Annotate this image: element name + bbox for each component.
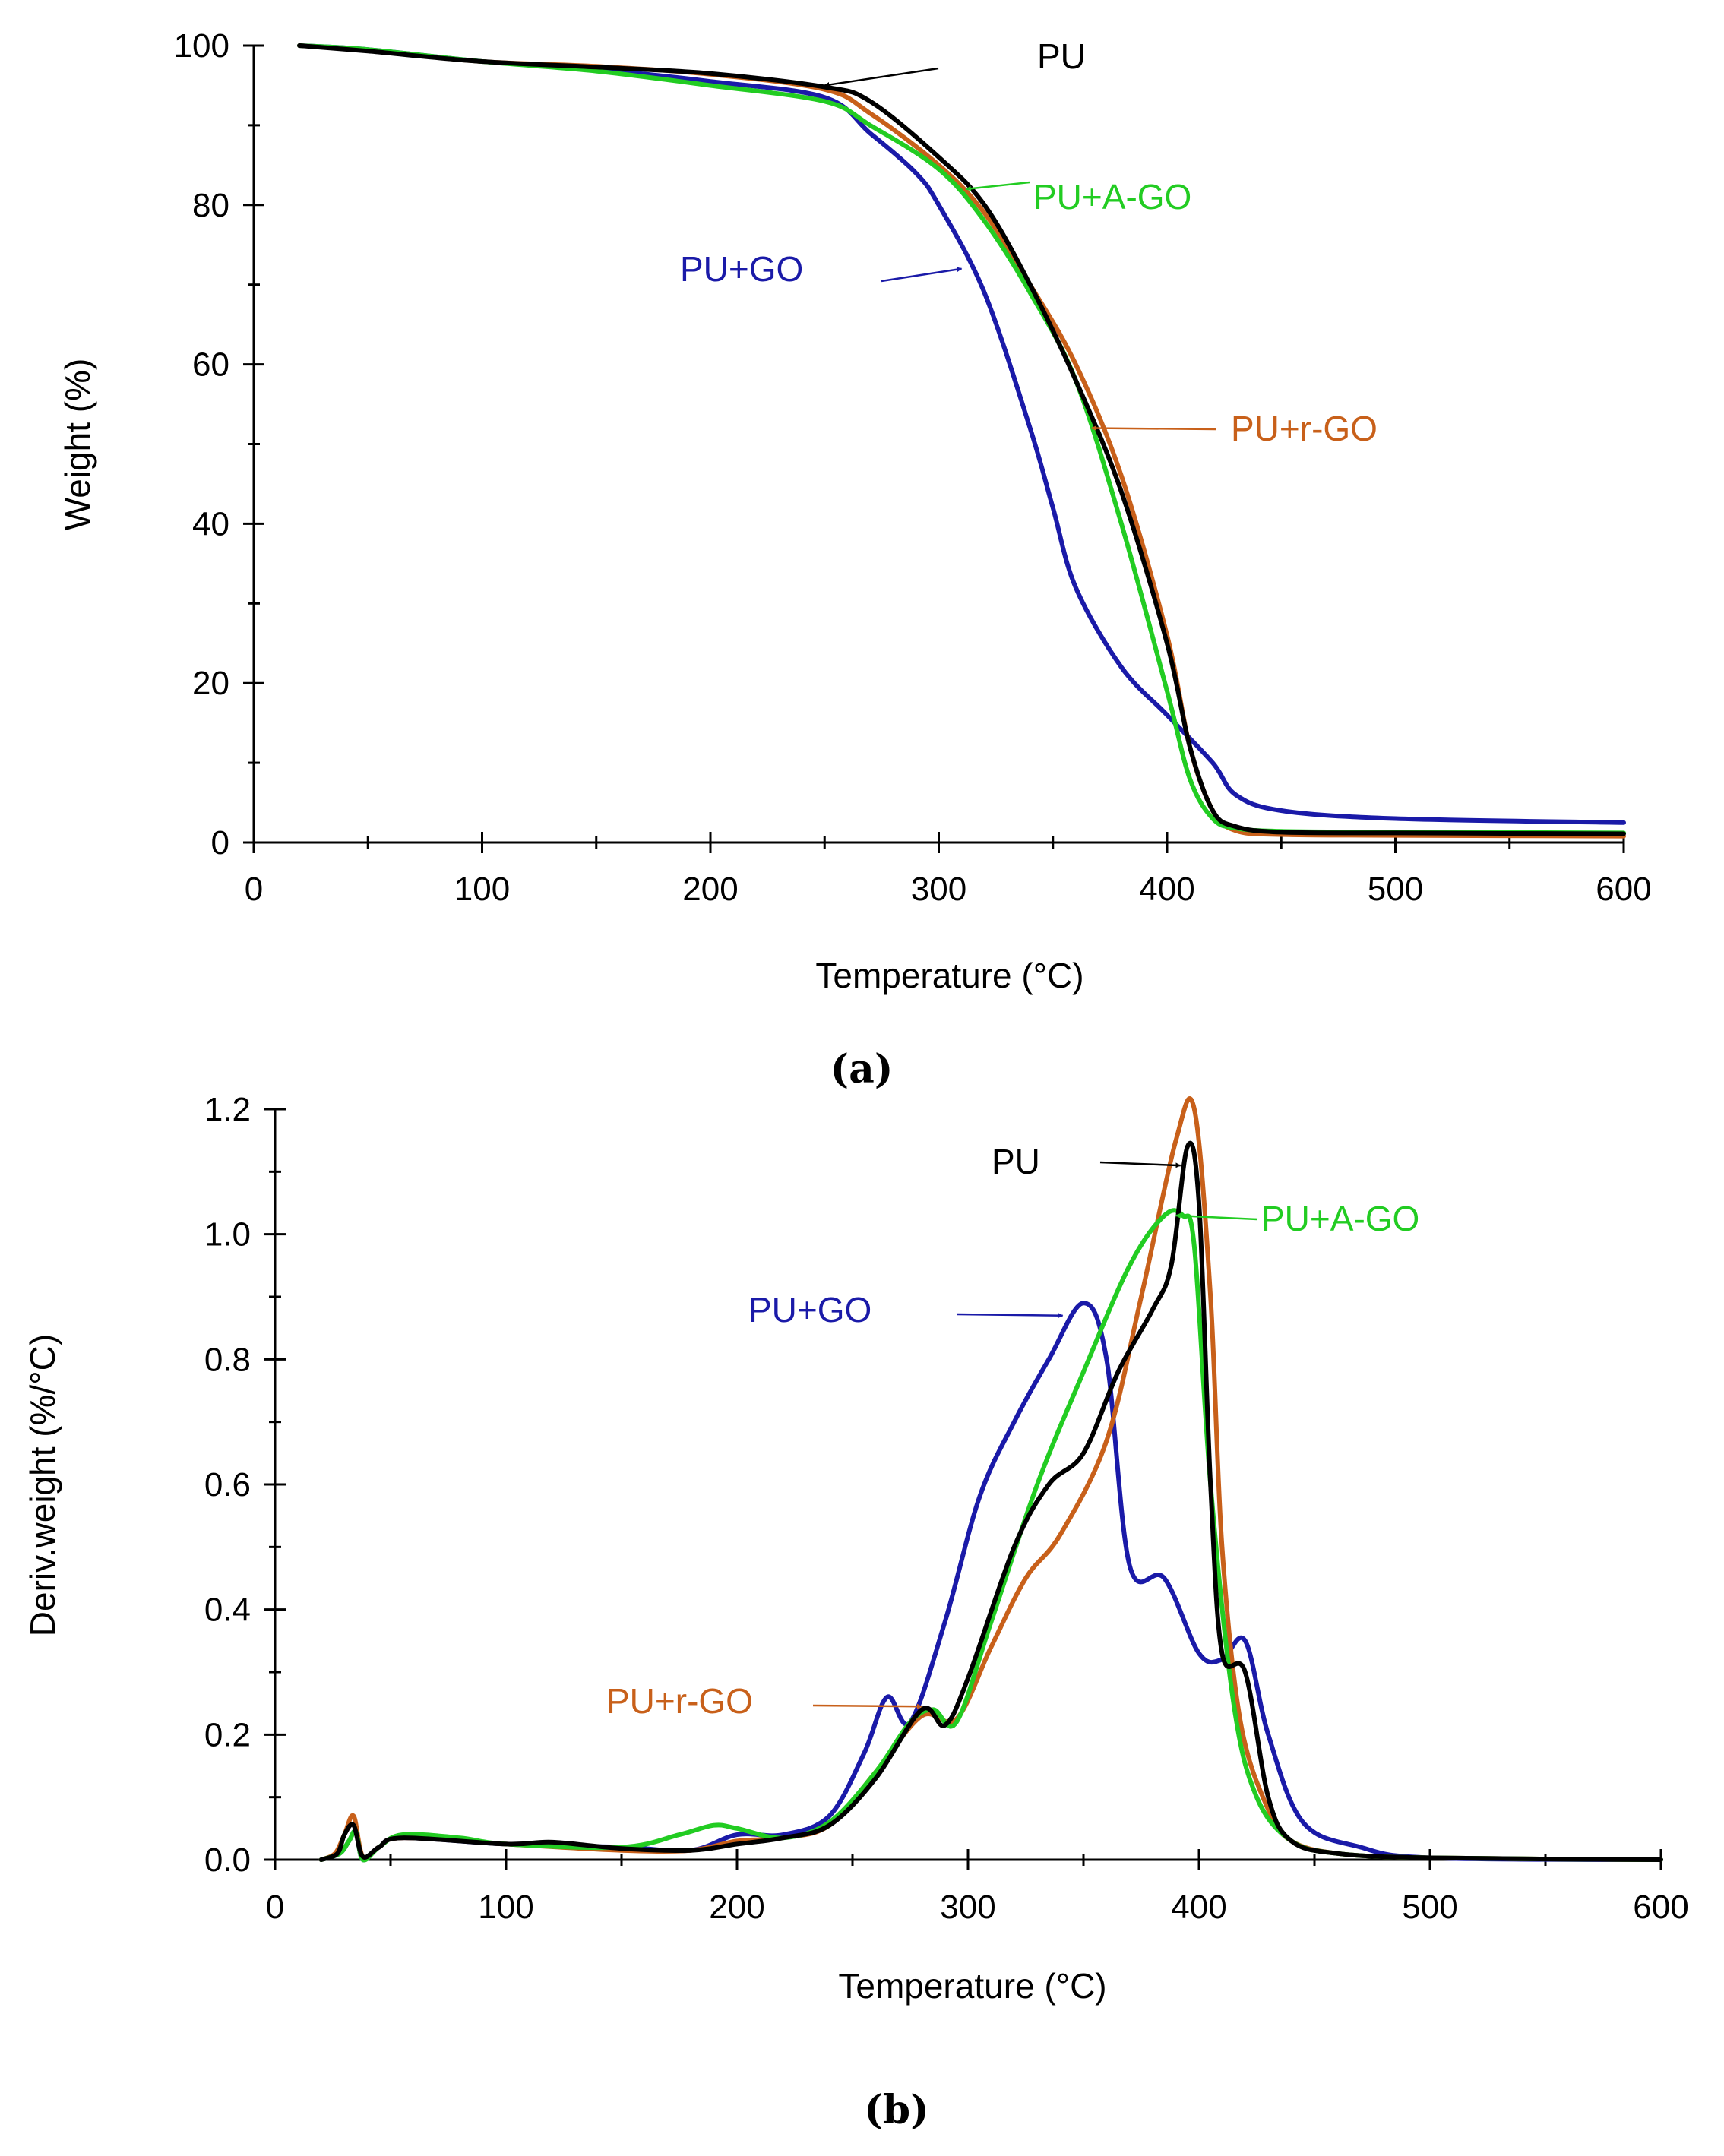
- x-tick-label: 200: [682, 871, 738, 908]
- x-tick-label: 300: [940, 1889, 995, 1926]
- series-line-pu-go: [297, 43, 1626, 825]
- x-tick-label: 200: [709, 1889, 764, 1926]
- series-line-pu-go: [318, 1301, 1663, 1863]
- y-tick-label: 0.8: [204, 1341, 251, 1378]
- y-tick-label: 0.2: [204, 1716, 251, 1753]
- series-line-pu-r-go: [297, 43, 1626, 839]
- annotation-arrow: [1091, 425, 1216, 432]
- x-tick-label: 100: [454, 871, 510, 908]
- series-line-pu-a-go: [297, 43, 1626, 836]
- series-line-pu-r-go: [318, 1095, 1663, 1862]
- y-tick-label: 1.2: [204, 1091, 251, 1128]
- y-tick-label: 0.4: [204, 1592, 251, 1629]
- series-line-pu-a-go: [318, 1208, 1663, 1863]
- x-tick-label: 0: [266, 1889, 284, 1926]
- x-tick-label: 400: [1139, 871, 1194, 908]
- y-tick-label: 0: [211, 824, 229, 861]
- x-tick-label: 500: [1368, 871, 1423, 908]
- y-tick-label: 1.0: [204, 1216, 251, 1253]
- annotation-label-pu: PU: [992, 1142, 1040, 1181]
- y-tick-label: 100: [174, 27, 229, 65]
- y-tick-label: 80: [192, 187, 229, 224]
- annotation-label-pu-a-go: PU+A-GO: [1033, 177, 1191, 217]
- x-tick-label: 300: [911, 871, 966, 908]
- x-tick-label: 600: [1596, 871, 1651, 908]
- annotation-arrow: [965, 181, 1030, 191]
- x-axis-title: Temperature (°C): [815, 956, 1083, 995]
- panel-label: (b): [864, 2087, 929, 2133]
- panel-label: (a): [830, 1046, 894, 1092]
- panel-b-derivative-chart: 0 100 200 300 400 500 600 0.0 0.2 0.4 0.6 0.8 1.0 1.2…: [23, 1091, 1689, 2133]
- annotation-label-pu-go: PU+GO: [680, 249, 803, 289]
- y-tick-label: 20: [192, 665, 229, 702]
- annotation-label-pu-a-go: PU+A-GO: [1261, 1199, 1419, 1238]
- annotation-label-pu-r-go: PU+r-GO: [1231, 409, 1378, 448]
- annotation-arrow: [1099, 1161, 1181, 1168]
- x-tick-label: 500: [1402, 1889, 1457, 1926]
- y-axis-title: Weight (%): [58, 359, 97, 531]
- x-axis-title: Temperature (°C): [838, 1966, 1106, 2006]
- x-tick-label: 400: [1171, 1889, 1226, 1926]
- series-line-pu: [318, 1140, 1663, 1862]
- annotation-label-pu-go: PU+GO: [748, 1290, 871, 1329]
- x-tick-label: 600: [1633, 1889, 1688, 1926]
- series-line-pu: [297, 43, 1626, 836]
- y-tick-label: 40: [192, 505, 229, 542]
- x-tick-label: 100: [478, 1889, 533, 1926]
- y-tick-label: 60: [192, 346, 229, 384]
- y-axis-title: Deriv.weight (%/°C): [23, 1334, 62, 1636]
- annotation-label-pu-r-go: PU+r-GO: [606, 1681, 753, 1721]
- x-tick-label: 0: [245, 871, 263, 908]
- annotation-arrow: [957, 1313, 1064, 1319]
- annotation-label-pu: PU: [1037, 36, 1086, 76]
- annotation-arrow: [1175, 1212, 1258, 1221]
- y-tick-label: 0.0: [204, 1841, 251, 1879]
- annotation-arrow: [881, 267, 963, 283]
- annotation-arrow: [824, 67, 939, 87]
- y-tick-label: 0.6: [204, 1466, 251, 1503]
- panel-a-weight-chart: 0 100 200 300 400 500 600 0 20 40 60 80 100 Temperatu…: [58, 27, 1652, 1092]
